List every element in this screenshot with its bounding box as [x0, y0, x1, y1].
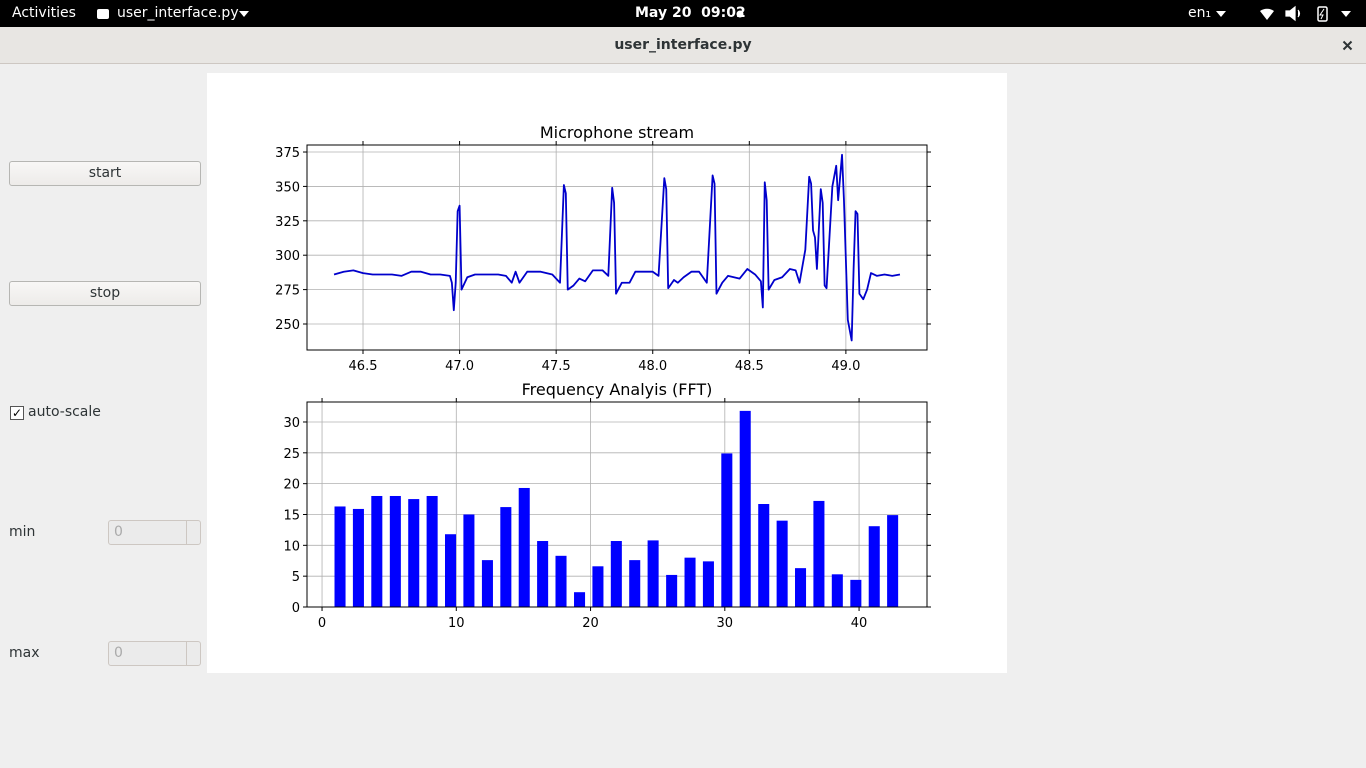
bar — [500, 507, 512, 607]
bar — [702, 561, 714, 607]
y-tick-label: 5 — [292, 570, 300, 585]
activities[interactable]: Activities — [12, 5, 76, 21]
bar — [481, 560, 493, 607]
bar — [518, 487, 530, 607]
bar — [647, 540, 659, 607]
max-value: 0 — [114, 645, 123, 661]
y-tick-label: 10 — [283, 539, 300, 554]
stop-button[interactable]: stop — [9, 281, 201, 306]
y-tick-label: 25 — [283, 447, 300, 462]
y-tick-label: 20 — [283, 478, 300, 493]
x-tick-label: 48.0 — [638, 359, 667, 374]
auto-scale-label: auto-scale — [28, 404, 101, 420]
x-tick-label: 49.0 — [831, 359, 860, 374]
close-button[interactable] — [1342, 40, 1353, 51]
start-button[interactable]: start — [9, 161, 201, 186]
bar — [887, 515, 899, 607]
window-title: user_interface.py — [614, 37, 752, 53]
bar — [574, 592, 586, 607]
y-tick-label: 375 — [275, 146, 300, 161]
max-label: max — [9, 645, 40, 661]
y-tick-label: 275 — [275, 284, 300, 299]
bar — [537, 541, 549, 607]
bar — [684, 557, 696, 607]
bar — [463, 514, 475, 607]
y-tick-label: 250 — [275, 318, 300, 333]
app-icon — [97, 9, 109, 19]
y-tick-label: 30 — [283, 416, 300, 431]
bar — [555, 555, 567, 607]
bar — [850, 579, 862, 607]
x-tick-label: 47.5 — [542, 359, 571, 374]
x-tick-label: 40 — [851, 616, 868, 631]
y-tick-label: 15 — [283, 508, 300, 523]
chart-title: Microphone stream — [540, 123, 694, 142]
keyboard-layout[interactable]: en₁ — [1188, 5, 1212, 21]
axes-frame — [306, 144, 928, 351]
dropdown-arrow — [1216, 11, 1226, 17]
line — [333, 153, 901, 342]
y-tick-label: 300 — [275, 249, 300, 264]
x-tick-label: 46.5 — [349, 359, 378, 374]
y-tick-label: 325 — [275, 215, 300, 230]
top-bar: Activities user_interface.py May 20 09:0… — [0, 0, 1366, 27]
x-tick-label: 47.0 — [445, 359, 474, 374]
bar — [868, 526, 880, 607]
x-tick-label: 20 — [582, 616, 599, 631]
bar — [389, 495, 401, 607]
min-label: min — [9, 524, 36, 540]
clock[interactable]: May 20 09:02 — [635, 5, 746, 21]
window-title-bar: user_interface.py — [0, 27, 1366, 64]
bar — [776, 520, 788, 607]
bar — [629, 560, 641, 607]
bar — [831, 574, 843, 607]
bar — [352, 508, 364, 607]
bar — [666, 574, 678, 607]
bar — [445, 534, 457, 607]
bar — [610, 541, 622, 607]
bar — [813, 500, 825, 607]
x-tick-label: 0 — [318, 616, 326, 631]
notification-dot — [736, 10, 744, 18]
x-tick-label: 10 — [448, 616, 465, 631]
dropdown-arrow — [239, 11, 249, 17]
axes-frame — [306, 401, 928, 608]
bar — [795, 568, 807, 607]
app-menu[interactable]: user_interface.py — [117, 5, 239, 21]
chart-title: Frequency Analyis (FFT) — [522, 380, 713, 399]
bar — [758, 504, 770, 607]
x-tick-label: 48.5 — [735, 359, 764, 374]
y-tick-label: 0 — [292, 601, 300, 616]
bar — [334, 506, 346, 607]
min-spinbox[interactable]: 0 — [108, 520, 201, 545]
bar — [371, 495, 383, 607]
min-value: 0 — [114, 524, 123, 540]
bar — [592, 566, 604, 607]
bar — [739, 410, 751, 607]
x-tick-label: 30 — [717, 616, 734, 631]
bar — [721, 453, 733, 607]
plot-canvas: Microphone stream 46.5 47.0 47.5 48.0 48.5 49.… — [207, 73, 1007, 673]
max-spinbox[interactable]: 0 — [108, 641, 201, 666]
bar — [408, 499, 420, 607]
y-tick-label: 350 — [275, 180, 300, 195]
bar — [426, 495, 438, 607]
status-icons[interactable] — [1258, 5, 1358, 22]
auto-scale-checkbox[interactable]: ✓ — [10, 406, 24, 420]
